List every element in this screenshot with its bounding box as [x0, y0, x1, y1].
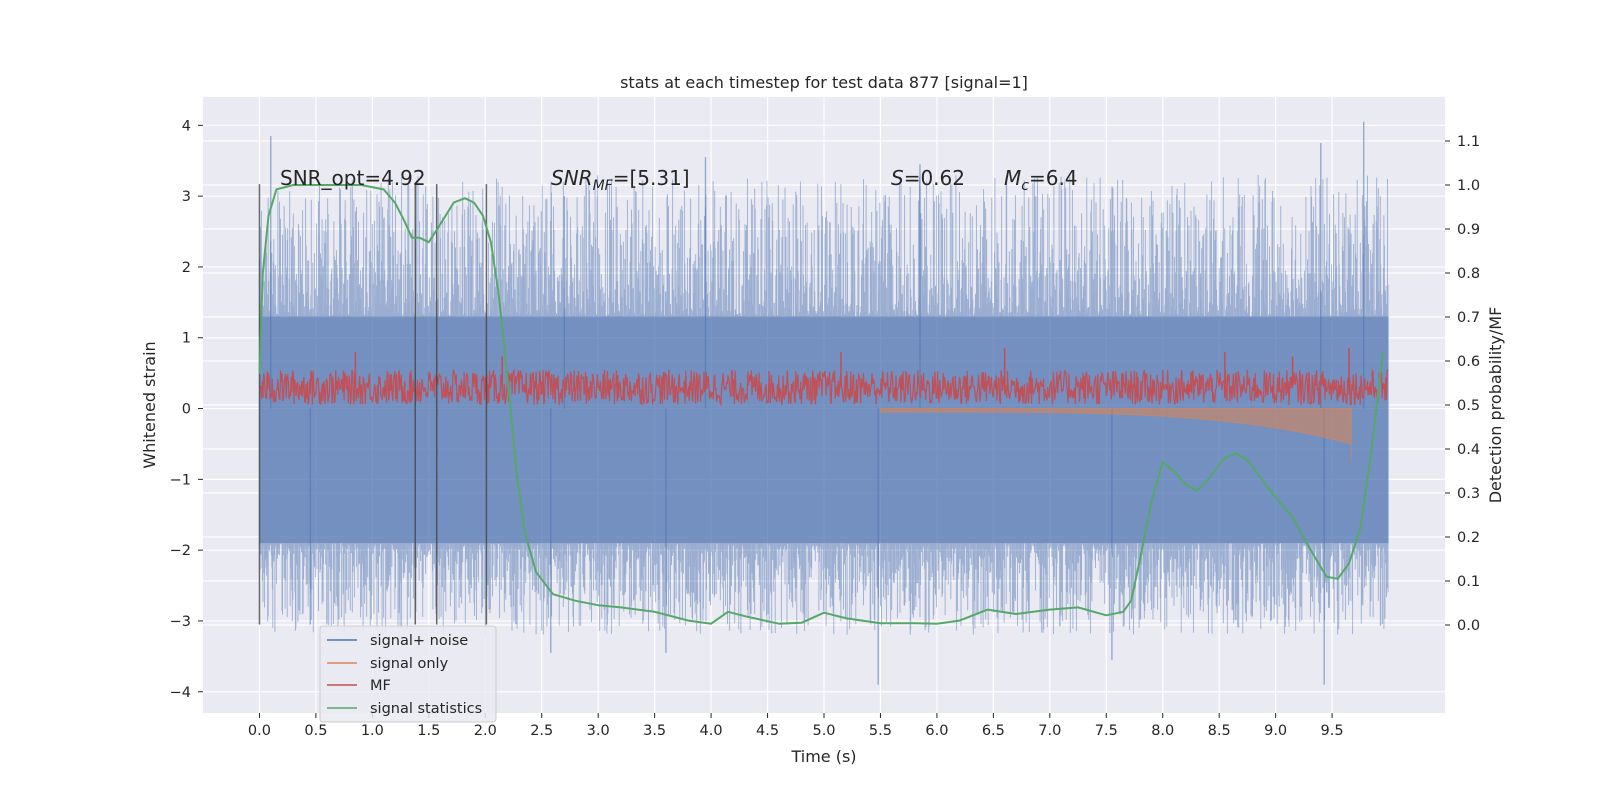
y-right-tick-label: 0.7 [1457, 310, 1480, 326]
y-axis-left-ticks: 4 3 2 1 0 −1 −2 −3 −4 [170, 118, 203, 701]
y-axis-right-ticks: 1.1 1.0 0.9 0.8 0.7 0.6 0.5 0.4 0.3 0.2 0.1 0.0 [1445, 134, 1480, 634]
chart-title: stats at each timestep for test data 877… [620, 73, 1028, 92]
x-tick-label: 6.0 [925, 723, 948, 739]
x-tick-label: 6.5 [982, 723, 1005, 739]
y-right-tick-label: 1.0 [1457, 178, 1480, 194]
annotation-snr-mf-label: SNR [551, 166, 593, 190]
annotation-snr-opt: SNR_opt=4.92 [280, 166, 426, 190]
mf-series [258, 347, 1389, 407]
y-right-tick-label: 0.6 [1457, 354, 1480, 370]
legend-label-signal-noise: signal+ noise [370, 633, 468, 649]
y-right-tick-label: 0.9 [1457, 222, 1480, 238]
signal-only-trace [879, 408, 1352, 462]
y-right-tick-label: 1.1 [1457, 134, 1480, 150]
x-axis-ticks: 0.0 0.5 1.0 1.5 2.0 2.5 3.0 3.5 4.0 4.5 5.0 5.5 6.0 6… [248, 713, 1344, 739]
annotation-snr-mf-value: =[5.31] [613, 166, 690, 190]
annotation-mc-label: M [1004, 166, 1021, 190]
y-tick-label: 3 [182, 189, 191, 205]
annotation-mc-sub: c [1021, 178, 1029, 194]
x-tick-label: 9.5 [1321, 723, 1344, 739]
legend-box [319, 625, 497, 723]
y-right-tick-label: 0.3 [1457, 486, 1480, 502]
y-right-tick-label: 0.5 [1457, 398, 1480, 414]
annotation-mc: Mc=6.4 [1004, 166, 1078, 194]
x-tick-label: 4.5 [756, 723, 779, 739]
y-tick-label: −4 [170, 685, 191, 701]
y-tick-label: −3 [170, 614, 191, 630]
x-tick-label: 3.5 [643, 723, 666, 739]
annotation-s-label: S [891, 166, 904, 190]
vertical-markers [258, 184, 488, 625]
y-right-tick-label: 0.1 [1457, 574, 1480, 590]
signal-statistics-series [258, 184, 1384, 625]
x-tick-label: 4.0 [700, 723, 723, 739]
y-tick-label: 0 [182, 402, 191, 418]
y-tick-label: −2 [170, 543, 191, 559]
x-tick-label: 8.0 [1151, 723, 1174, 739]
legend-label-signal-statistics: signal statistics [370, 701, 482, 717]
x-tick-label: 5.0 [812, 723, 835, 739]
y-tick-label: 4 [182, 118, 191, 134]
signal-noise-series [259, 121, 1389, 685]
x-tick-label: 2.5 [530, 723, 553, 739]
signal-only-series [879, 408, 1352, 462]
x-tick-label: 0.0 [248, 723, 271, 739]
annotation-s-value: =0.62 [904, 166, 965, 190]
signal-statistics-trace [258, 184, 1384, 625]
annotation-snr-mf: SNRMF=[5.31] [551, 166, 690, 194]
y-right-tick-label: 0.2 [1457, 530, 1480, 546]
annotation-mc-value: =6.4 [1029, 166, 1078, 190]
y-right-tick-label: 0.8 [1457, 266, 1480, 282]
x-tick-label: 5.5 [869, 723, 892, 739]
x-tick-label: 3.0 [587, 723, 610, 739]
x-tick-label: 1.5 [417, 723, 440, 739]
y-axis-right-label: Detection probability/MF [1486, 307, 1505, 504]
x-axis-label: Time (s) [790, 747, 856, 766]
signal-noise-core [259, 316, 1389, 544]
x-tick-label: 1.0 [361, 723, 384, 739]
annotation-snr-mf-sub: MF [593, 178, 614, 194]
legend-label-signal-only: signal only [370, 656, 449, 672]
legend-label-mf: MF [370, 678, 391, 694]
y-tick-label: −1 [170, 472, 191, 488]
x-tick-label: 0.5 [304, 723, 327, 739]
y-axis-label: Whitened strain [140, 341, 159, 468]
x-tick-label: 7.0 [1038, 723, 1061, 739]
y-right-tick-label: 0.0 [1457, 618, 1480, 634]
x-tick-label: 8.5 [1208, 723, 1231, 739]
x-tick-label: 7.5 [1095, 723, 1118, 739]
y-tick-label: 1 [182, 331, 191, 347]
x-tick-label: 2.0 [474, 723, 497, 739]
x-tick-label: 9.0 [1264, 723, 1287, 739]
annotation-s: S=0.62 [891, 166, 965, 190]
mf-trace [258, 368, 1389, 407]
y-right-tick-label: 0.4 [1457, 442, 1480, 458]
y-tick-label: 2 [182, 260, 191, 276]
legend: signal+ noise signal only MF signal stat… [319, 625, 497, 723]
